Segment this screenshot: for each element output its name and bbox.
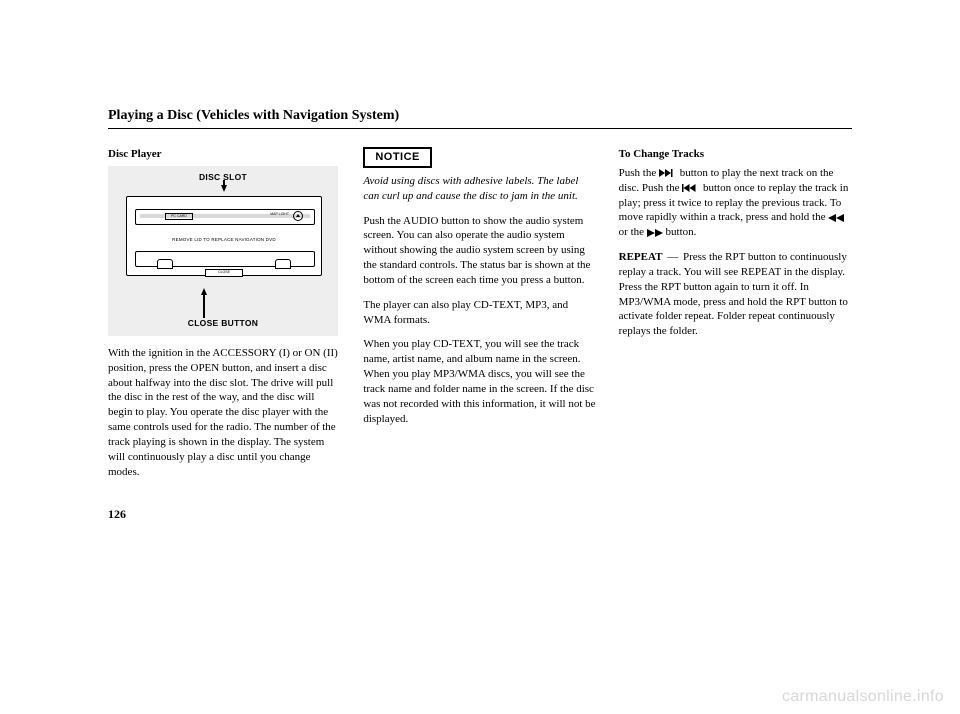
notice-text: Avoid using discs with adhesive labels. …: [363, 174, 596, 204]
p1a: Push the: [619, 167, 659, 179]
unit-foot-left: [157, 259, 173, 269]
repeat-label: REPEAT: [619, 251, 663, 263]
column-1: Disc Player DISC SLOT PC CARD MAP LIGHT …: [108, 147, 341, 489]
repeat-text: Press the RPT button to continuously rep…: [619, 251, 848, 337]
remove-lid-text: REMOVE LID TO REPLACE NAVIGATION DVD: [127, 237, 321, 243]
columns: Disc Player DISC SLOT PC CARD MAP LIGHT …: [108, 147, 852, 489]
rewind-icon: [828, 214, 844, 222]
col2-para1: Push the AUDIO button to show the audio …: [363, 214, 596, 288]
arrow-up-stem: [203, 294, 205, 318]
map-light-label: MAP LIGHT: [270, 212, 289, 217]
disc-player-diagram: DISC SLOT PC CARD MAP LIGHT REMOVE LID T…: [108, 166, 338, 336]
page-number: 126: [108, 507, 852, 522]
notice-box: NOTICE: [363, 147, 432, 168]
page-title: Playing a Disc (Vehicles with Navigation…: [108, 108, 852, 124]
arrow-down-icon: [221, 185, 227, 192]
repeat-dash: —: [665, 251, 680, 263]
watermark: carmanualsonline.info: [782, 688, 944, 706]
change-tracks-heading: To Change Tracks: [619, 147, 852, 162]
eject-button-icon: [293, 211, 303, 221]
disc-player-heading: Disc Player: [108, 147, 341, 162]
col2-para3: When you play CD-TEXT, you will see the …: [363, 337, 596, 426]
title-rule: [108, 128, 852, 129]
manual-page: Playing a Disc (Vehicles with Navigation…: [108, 108, 852, 522]
fast-forward-icon: [647, 229, 663, 237]
col3-repeat-para: REPEAT — Press the RPT button to continu…: [619, 250, 852, 339]
unit-foot-right: [275, 259, 291, 269]
column-3: To Change Tracks Push the button to play…: [619, 147, 852, 489]
col2-para2: The player can also play CD-TEXT, MP3, a…: [363, 298, 596, 328]
skip-forward-icon: [659, 169, 677, 177]
p1d: or the: [619, 226, 647, 238]
p1e: button.: [666, 226, 697, 238]
skip-back-icon: [682, 184, 700, 192]
column-2: NOTICE Avoid using discs with adhesive l…: [363, 147, 596, 489]
diagram-bottom-label: CLOSE BUTTON: [108, 318, 338, 329]
head-unit: PC CARD MAP LIGHT REMOVE LID TO REPLACE …: [126, 196, 322, 276]
col1-para1: With the ignition in the ACCESSORY (I) o…: [108, 346, 341, 480]
close-button: CLOSE: [205, 269, 243, 277]
col3-para1: Push the button to play the next track o…: [619, 166, 852, 240]
